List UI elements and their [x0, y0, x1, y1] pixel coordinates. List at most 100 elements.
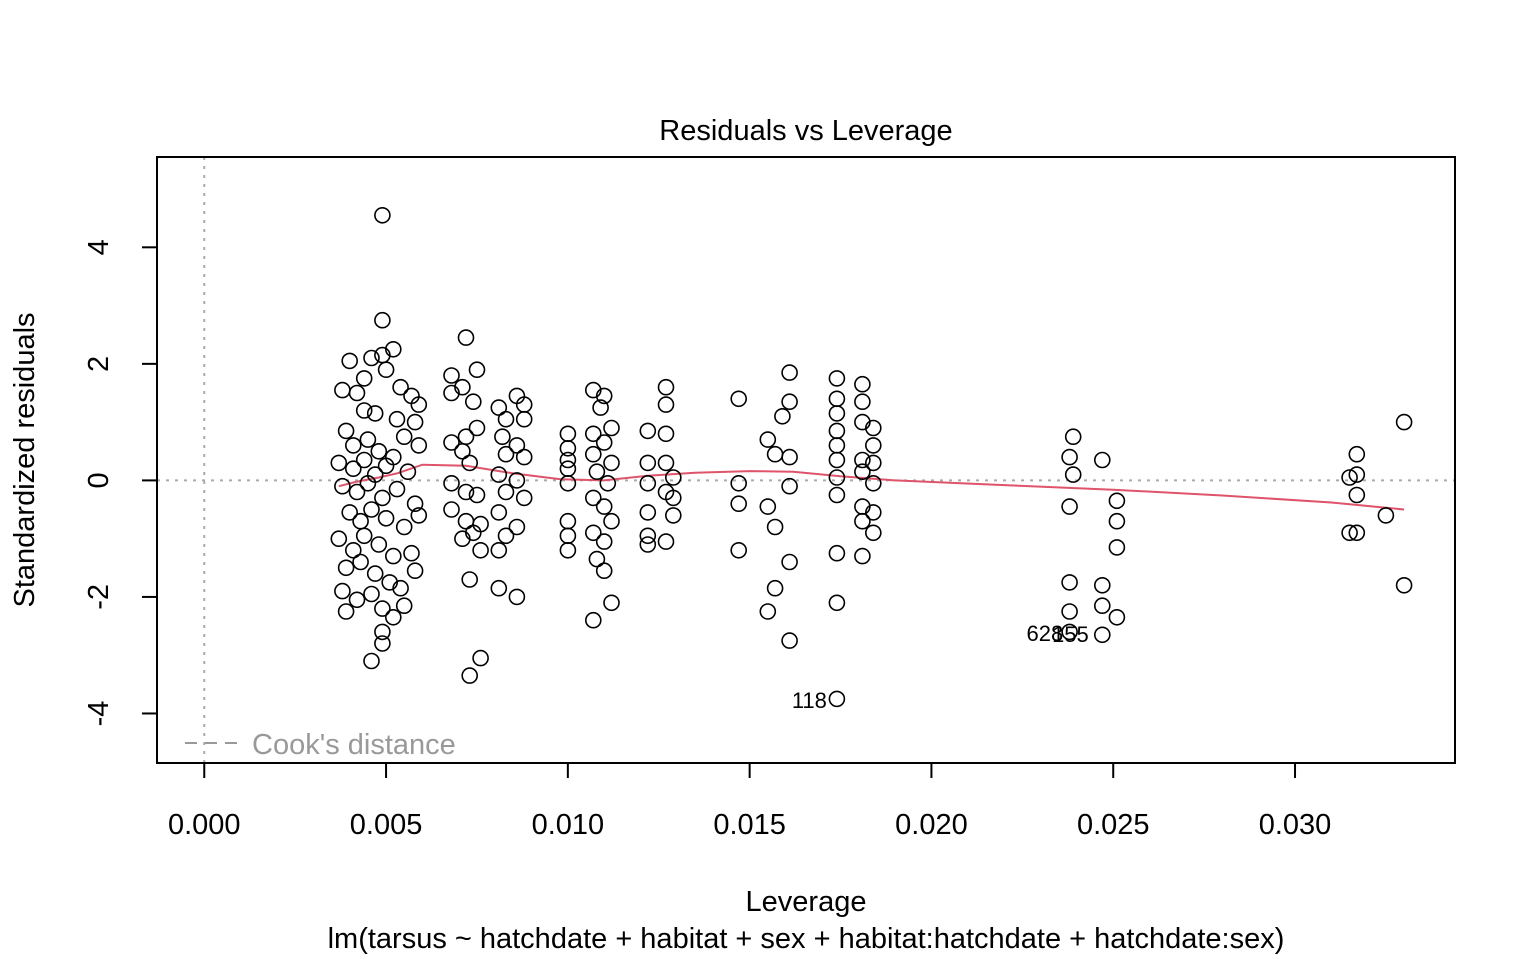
- data-point: [584, 611, 602, 629]
- data-point: [639, 536, 657, 553]
- data-point: [406, 562, 424, 580]
- data-point: [1064, 428, 1082, 446]
- data-point: [355, 451, 373, 469]
- data-point: [664, 489, 682, 507]
- data-point: [384, 547, 402, 565]
- data-point: [403, 544, 420, 562]
- data-point: [588, 463, 606, 481]
- data-point: [559, 541, 577, 559]
- data-point: [828, 469, 846, 486]
- data-point: [1064, 466, 1082, 483]
- data-point: [559, 425, 577, 443]
- data-point: [355, 527, 373, 545]
- data-point: [595, 434, 613, 451]
- x-tick-label: 0.015: [713, 809, 786, 841]
- data-point: [1061, 498, 1078, 515]
- data-point: [410, 507, 428, 524]
- data-point: [828, 690, 846, 708]
- data-point: [864, 437, 882, 454]
- data-point: [468, 486, 486, 504]
- data-point: [352, 553, 369, 571]
- data-point: [392, 579, 409, 597]
- smoother-layer: [338, 463, 1405, 511]
- data-point: [374, 600, 391, 617]
- data-point: [759, 498, 777, 515]
- data-point: [374, 623, 391, 641]
- data-point: [584, 425, 602, 443]
- data-point: [828, 486, 846, 504]
- data-point: [410, 396, 428, 413]
- data-point: [348, 483, 366, 501]
- data-point: [864, 504, 882, 521]
- data-point: [1094, 576, 1111, 594]
- data-point: [1061, 603, 1078, 620]
- data-point: [781, 477, 798, 495]
- data-point: [515, 489, 533, 507]
- data-point: [1348, 524, 1366, 542]
- data-point: [508, 472, 526, 489]
- data-point: [384, 608, 402, 626]
- data-point: [730, 495, 748, 513]
- data-point: [1377, 507, 1395, 524]
- data-point: [854, 393, 871, 411]
- data-point: [468, 361, 486, 379]
- data-point: [664, 469, 682, 486]
- x-axis: 0.000 0.005 0.010 0.015 0.020 0.025 0.030: [168, 762, 1331, 841]
- data-point: [363, 349, 380, 367]
- data-point: [595, 533, 613, 550]
- data-point: [395, 597, 413, 615]
- data-point: [472, 541, 489, 559]
- data-point: [1341, 469, 1358, 486]
- data-point: [639, 454, 657, 472]
- data-point: [355, 402, 373, 419]
- data-point: [457, 329, 475, 346]
- data-point: [341, 352, 359, 370]
- data-point: [766, 445, 784, 463]
- data-point: [759, 431, 777, 448]
- data-point: [348, 384, 366, 402]
- data-point: [377, 457, 395, 475]
- data-point: [595, 498, 613, 515]
- data-point: [388, 480, 406, 498]
- data-point: [464, 524, 482, 542]
- data-point: [584, 489, 602, 507]
- data-point: [603, 594, 620, 612]
- data-point: [508, 518, 526, 536]
- data-point: [370, 536, 388, 553]
- data-point: [490, 466, 508, 483]
- data-point: [334, 582, 351, 600]
- data-point: [1108, 539, 1126, 556]
- data-point: [828, 422, 846, 440]
- data-point: [472, 649, 489, 667]
- data-point: [664, 507, 682, 524]
- y-tick-label: -2: [83, 584, 115, 610]
- data-point: [766, 579, 784, 597]
- data-point: [1348, 445, 1366, 463]
- data-point: [854, 547, 871, 565]
- data-point: [515, 410, 533, 428]
- x-tick-label: 0.020: [895, 809, 968, 841]
- data-point: [657, 396, 675, 413]
- data-point: [457, 483, 475, 501]
- data-point: [759, 603, 777, 620]
- y-tick-label: 0: [83, 472, 115, 488]
- data-point: [497, 483, 515, 501]
- data-point: [330, 454, 348, 472]
- data-point: [377, 361, 395, 379]
- data-point: [443, 474, 460, 492]
- data-point: [584, 524, 602, 542]
- data-point: [443, 501, 460, 518]
- x-tick-label: 0.025: [1077, 809, 1150, 841]
- data-point: [1108, 492, 1126, 510]
- data-point: [370, 442, 388, 460]
- data-point: [443, 367, 460, 384]
- data-point: [584, 445, 602, 463]
- data-point: [344, 460, 362, 478]
- data-point: [457, 512, 475, 530]
- smoother-line: [338, 463, 1405, 511]
- data-point: [559, 512, 577, 530]
- y-axis-label: Standardized residuals: [9, 312, 41, 607]
- data-point: [781, 632, 798, 649]
- data-point: [1061, 574, 1078, 591]
